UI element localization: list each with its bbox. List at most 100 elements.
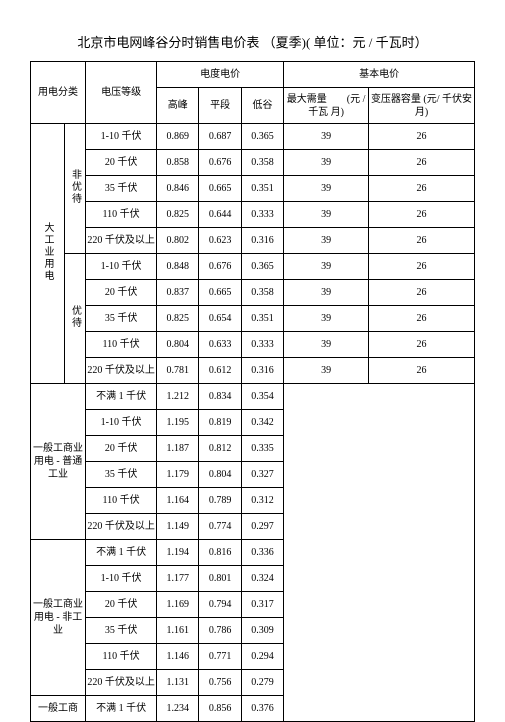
volt-cell: 35 千伏 [86,176,157,202]
price-cell: 0.335 [241,436,283,462]
price-cell: 0.342 [241,410,283,436]
volt-cell: 220 千伏及以上 [86,670,157,696]
price-cell: 0.665 [199,176,241,202]
price-cell: 0.309 [241,618,283,644]
price-cell: 0.317 [241,592,283,618]
price-cell: 0.333 [241,202,283,228]
subcat-nonpref: 非优待 [64,124,85,254]
price-cell: 0.351 [241,306,283,332]
price-cell: 0.848 [157,254,199,280]
price-cell: 0.846 [157,176,199,202]
price-cell: 0.816 [199,540,241,566]
price-cell: 0.358 [241,150,283,176]
price-cell: 0.644 [199,202,241,228]
trans-cell: 26 [369,358,475,384]
demand-cell: 39 [284,176,369,202]
price-cell: 0.812 [199,436,241,462]
volt-cell: 1-10 千伏 [86,410,157,436]
trans-cell: 26 [369,124,475,150]
price-cell: 0.858 [157,150,199,176]
price-cell: 0.869 [157,124,199,150]
demand-cell: 39 [284,358,369,384]
subcat-pref: 优待 [64,254,85,384]
price-cell: 1.212 [157,384,199,410]
volt-cell: 1-10 千伏 [86,254,157,280]
hdr-basic-price: 基本电价 [284,62,475,88]
table-row: 优待 1-10 千伏 0.8480.6760.365 3926 [31,254,475,280]
page-title: 北京市电网峰谷分时销售电价表 （夏季)( 单位：元 / 千瓦时） [30,32,475,51]
demand-cell: 39 [284,306,369,332]
trans-cell: 26 [369,280,475,306]
price-cell: 0.358 [241,280,283,306]
price-cell: 0.333 [241,332,283,358]
volt-cell: 不满 1 千伏 [86,696,157,722]
price-cell: 1.164 [157,488,199,514]
price-cell: 1.161 [157,618,199,644]
price-cell: 0.279 [241,670,283,696]
cat-general-3: 一般工商 [31,696,86,722]
volt-cell: 110 千伏 [86,644,157,670]
volt-cell: 20 千伏 [86,150,157,176]
volt-cell: 不满 1 千伏 [86,384,157,410]
price-cell: 1.149 [157,514,199,540]
price-cell: 0.351 [241,176,283,202]
demand-cell: 39 [284,150,369,176]
price-cell: 0.802 [157,228,199,254]
hdr-flat: 平段 [199,88,241,124]
demand-cell: 39 [284,254,369,280]
trans-cell: 26 [369,254,475,280]
trans-cell: 26 [369,228,475,254]
price-cell: 0.786 [199,618,241,644]
trans-cell: 26 [369,176,475,202]
table-row: 110 千伏 0.8040.6330.333 3926 [31,332,475,358]
demand-cell: 39 [284,280,369,306]
hdr-transformer: 变压器容量 (元/ 千伏安 月) [369,88,475,124]
table-row: 一般工商业用电 - 普通工业 不满 1 千伏 1.2120.8340.354 [31,384,475,410]
trans-cell: 26 [369,150,475,176]
volt-cell: 220 千伏及以上 [86,228,157,254]
hdr-valley: 低谷 [241,88,283,124]
price-cell: 0.825 [157,202,199,228]
table-row: 220 千伏及以上 0.8020.6230.316 3926 [31,228,475,254]
price-cell: 0.837 [157,280,199,306]
price-cell: 0.676 [199,150,241,176]
price-cell: 1.234 [157,696,199,722]
header-row-1: 用电分类 电压等级 电度电价 基本电价 [31,62,475,88]
price-cell: 0.365 [241,254,283,280]
price-cell: 0.794 [199,592,241,618]
table-row: 20 千伏 0.8580.6760.358 3926 [31,150,475,176]
volt-cell: 20 千伏 [86,592,157,618]
volt-cell: 20 千伏 [86,280,157,306]
table-row: 35 千伏 0.8460.6650.351 3926 [31,176,475,202]
price-cell: 0.312 [241,488,283,514]
price-cell: 1.195 [157,410,199,436]
price-cell: 0.756 [199,670,241,696]
price-cell: 0.856 [199,696,241,722]
price-cell: 1.187 [157,436,199,462]
volt-cell: 1-10 千伏 [86,566,157,592]
demand-cell: 39 [284,332,369,358]
table-row: 20 千伏 0.8370.6650.358 3926 [31,280,475,306]
table-row: 110 千伏 0.8250.6440.333 3926 [31,202,475,228]
volt-cell: 20 千伏 [86,436,157,462]
empty-basic [284,384,475,722]
price-cell: 0.801 [199,566,241,592]
demand-cell: 39 [284,124,369,150]
volt-cell: 35 千伏 [86,462,157,488]
price-cell: 0.654 [199,306,241,332]
cat-general-1: 一般工商业用电 - 普通工业 [31,384,86,540]
table-row: 220 千伏及以上 0.7810.6120.316 3926 [31,358,475,384]
volt-cell: 不满 1 千伏 [86,540,157,566]
price-cell: 1.179 [157,462,199,488]
volt-cell: 220 千伏及以上 [86,358,157,384]
price-cell: 0.376 [241,696,283,722]
price-cell: 0.336 [241,540,283,566]
cat-general-2: 一般工商业用电 - 非工业 [31,540,86,696]
price-cell: 0.789 [199,488,241,514]
price-cell: 0.771 [199,644,241,670]
price-cell: 0.324 [241,566,283,592]
price-cell: 0.687 [199,124,241,150]
price-cell: 0.354 [241,384,283,410]
price-cell: 0.804 [199,462,241,488]
price-cell: 0.612 [199,358,241,384]
